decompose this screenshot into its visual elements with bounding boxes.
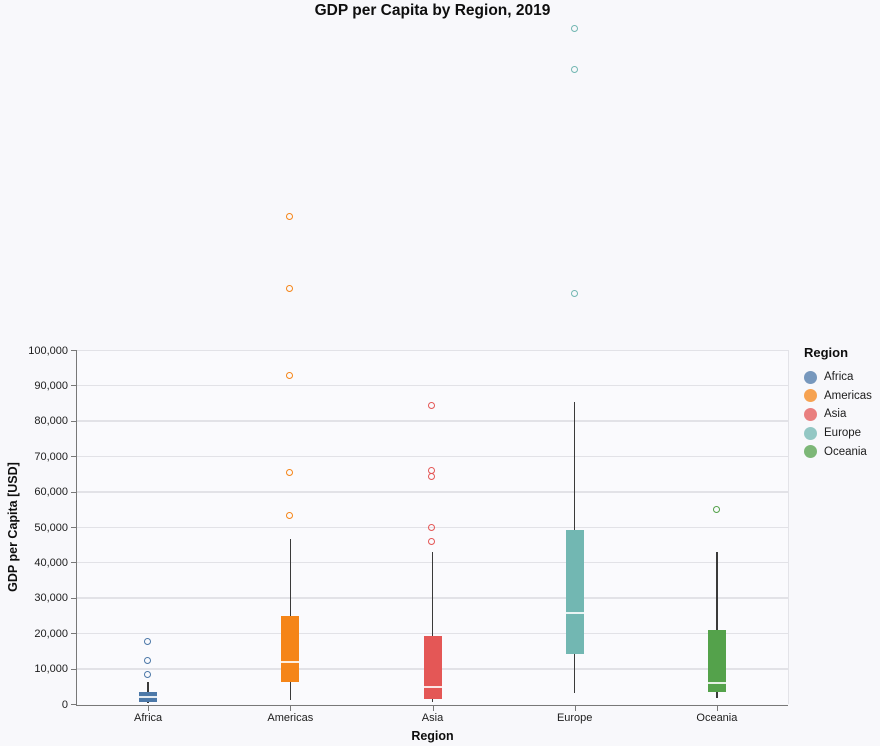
y-tick-mark (71, 456, 76, 458)
legend-item-americas: Americas (804, 387, 872, 406)
y-tick-label: 80,000 (34, 415, 68, 428)
outlier-point-asia (428, 523, 436, 531)
outlier-point-americas (286, 468, 294, 476)
y-tick-mark (71, 704, 76, 705)
legend-item-oceania: Oceania (804, 442, 872, 461)
y-tick-label: 10,000 (34, 663, 68, 676)
y-tick-mark (71, 527, 76, 528)
y-tick-label: 40,000 (34, 556, 68, 569)
y-tick-mark (71, 562, 76, 564)
legend-item-label: Oceania (824, 445, 867, 458)
gridline (77, 349, 788, 351)
outlier-point-americas (286, 284, 294, 292)
outlier-point-oceania (712, 505, 720, 513)
y-tick-label: 0 (61, 698, 68, 711)
x-tick-label: Oceania (696, 712, 738, 724)
boxplot-median-europe (565, 612, 584, 615)
x-tick-mark (432, 706, 434, 711)
y-axis-line (76, 350, 77, 705)
x-axis-line (76, 705, 788, 706)
y-tick-mark (71, 350, 76, 351)
outlier-point-americas (286, 212, 294, 220)
legend-swatch-icon (804, 445, 817, 459)
y-tick-label: 20,000 (34, 627, 68, 640)
outlier-point-americas (286, 511, 294, 519)
boxplot-median-oceania (707, 682, 726, 685)
boxplot-median-africa (139, 695, 158, 698)
legend-item-label: Europe (824, 427, 862, 440)
x-tick-mark (290, 706, 292, 711)
legend-items: Africa Americas Asia Europe Oceania (804, 368, 872, 461)
y-tick-mark (71, 668, 76, 670)
boxplot-median-americas (281, 660, 300, 663)
x-tick-label: Asia (421, 712, 444, 724)
legend: Region Africa Americas Asia Europe Oceania (804, 345, 872, 461)
boxplot-box-oceania (707, 629, 726, 692)
legend-swatch-icon (804, 370, 817, 384)
chart-title: GDP per Capita by Region, 2019 (314, 2, 551, 19)
outlier-point-africa (143, 657, 151, 665)
x-tick-mark (716, 706, 718, 711)
gridline (77, 384, 788, 387)
legend-item-africa: Africa (804, 368, 872, 387)
y-tick-label: 60,000 (34, 486, 68, 499)
gridline (77, 491, 788, 493)
x-axis-title: Region (411, 729, 454, 743)
boxplot-box-asia (423, 636, 442, 700)
gridline (77, 455, 788, 458)
y-tick-mark (71, 420, 76, 422)
legend-item-label: Asia (824, 408, 847, 421)
x-tick-mark (574, 706, 576, 711)
y-tick-mark (71, 491, 76, 493)
outlier-point-europe (570, 289, 578, 297)
outlier-point-europe (570, 24, 578, 32)
boxplot-box-europe (565, 529, 584, 655)
legend-swatch-icon (804, 407, 817, 421)
outlier-point-asia (428, 401, 436, 409)
outlier-point-africa (143, 670, 151, 678)
gridline (77, 420, 788, 422)
y-tick-mark (71, 633, 76, 635)
legend-item-europe: Europe (804, 424, 872, 443)
x-tick-label: Europe (556, 712, 593, 724)
outlier-point-asia (428, 537, 436, 545)
legend-swatch-icon (804, 426, 817, 440)
x-tick-label: Americas (267, 712, 314, 724)
y-tick-label: 30,000 (34, 592, 68, 605)
outlier-point-europe (570, 65, 578, 73)
outlier-point-americas (286, 371, 294, 379)
legend-swatch-icon (804, 389, 817, 403)
outlier-point-asia (428, 466, 436, 474)
legend-item-label: Africa (824, 371, 854, 384)
y-tick-label: 90,000 (34, 379, 68, 392)
boxplot-whisker-oceania (716, 551, 718, 698)
y-tick-label: 70,000 (34, 450, 68, 463)
boxplot-box-americas (281, 615, 300, 682)
outlier-point-africa (143, 637, 151, 645)
y-tick-label: 50,000 (34, 521, 68, 534)
x-tick-mark (148, 706, 150, 711)
y-tick-label: 100,000 (28, 344, 68, 357)
y-tick-mark (71, 597, 76, 599)
legend-title: Region (804, 345, 849, 360)
boxplot-median-asia (423, 686, 442, 688)
x-tick-label: Africa (134, 712, 163, 724)
legend-item-asia: Asia (804, 405, 872, 424)
legend-item-label: Americas (824, 389, 872, 402)
boxplot-whisker-asia (431, 551, 434, 702)
y-tick-mark (71, 385, 76, 387)
